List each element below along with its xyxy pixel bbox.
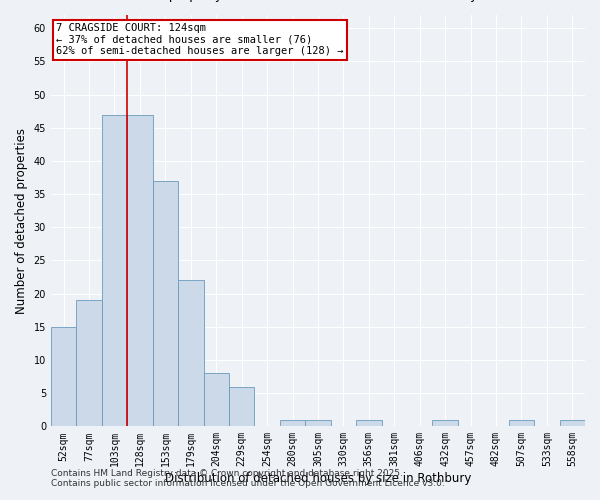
Text: Contains HM Land Registry data © Crown copyright and database right 2025.
Contai: Contains HM Land Registry data © Crown c… [51,469,445,488]
Text: 7 CRAGSIDE COURT: 124sqm
← 37% of detached houses are smaller (76)
62% of semi-d: 7 CRAGSIDE COURT: 124sqm ← 37% of detach… [56,23,344,56]
Bar [51,327,76,426]
Bar [305,420,331,426]
Bar [102,114,127,426]
Bar [433,420,458,426]
Bar [280,420,305,426]
Bar [560,420,585,426]
Y-axis label: Number of detached properties: Number of detached properties [15,128,28,314]
Bar [76,300,102,426]
Bar [203,374,229,426]
Bar [152,181,178,426]
Text: Size of property relative to detached houses in Rothbury: Size of property relative to detached ho… [123,0,477,2]
Bar [229,386,254,426]
Bar [127,114,152,426]
X-axis label: Distribution of detached houses by size in Rothbury: Distribution of detached houses by size … [165,472,471,485]
Bar [178,280,203,426]
Bar [356,420,382,426]
Bar [509,420,534,426]
